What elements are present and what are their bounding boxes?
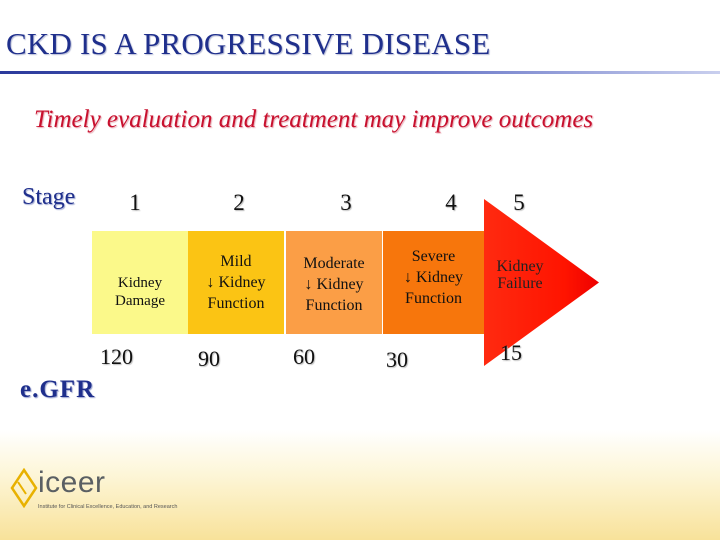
stage-4-description: Severe ↓ Kidney Function — [403, 248, 464, 307]
stage-number-3: 3 — [340, 190, 352, 215]
iceer-logo: iceer Institute for Clinical Excellence,… — [8, 466, 208, 526]
stage-1-description: Kidney Damage — [115, 274, 165, 309]
stage-5-description: Kidney Failure — [496, 258, 544, 292]
stage-number-5: 5 — [513, 190, 525, 215]
gfr-value-60: 60 — [293, 344, 315, 369]
iceer-logo-wordmark: iceer — [38, 466, 106, 499]
stage-number-1: 1 — [129, 190, 141, 215]
gfr-value-120: 120 — [100, 344, 133, 369]
footer-gradient-band — [0, 430, 720, 540]
stage-axis-label: Stage — [22, 184, 76, 210]
gfr-value-15: 15 — [500, 340, 522, 365]
title-underline — [0, 71, 720, 74]
stage-2-description: Mild ↓ Kidney Function — [206, 253, 266, 312]
stage-2-box: Mild ↓ Kidney Function — [188, 231, 284, 334]
egfr-axis-label: e.GFR — [20, 376, 96, 403]
slide-title: CKD IS A PROGRESSIVE DISEASE — [6, 26, 491, 61]
gfr-value-90: 90 — [198, 346, 220, 371]
stage-1-box: Kidney Damage — [92, 231, 188, 334]
iceer-logo-tagline: Institute for Clinical Excellence, Educa… — [38, 504, 178, 510]
stage-number-2: 2 — [233, 190, 245, 215]
stage-3-description: Moderate ↓ Kidney Function — [303, 255, 365, 314]
stage-4-box: Severe ↓ Kidney Function — [383, 231, 484, 334]
slide-subtitle: Timely evaluation and treatment may impr… — [34, 106, 594, 133]
stage-3-box: Moderate ↓ Kidney Function — [286, 231, 382, 334]
gfr-value-30: 30 — [386, 347, 408, 372]
iceer-diamond-icon — [10, 468, 38, 508]
stage-number-4: 4 — [445, 190, 457, 215]
